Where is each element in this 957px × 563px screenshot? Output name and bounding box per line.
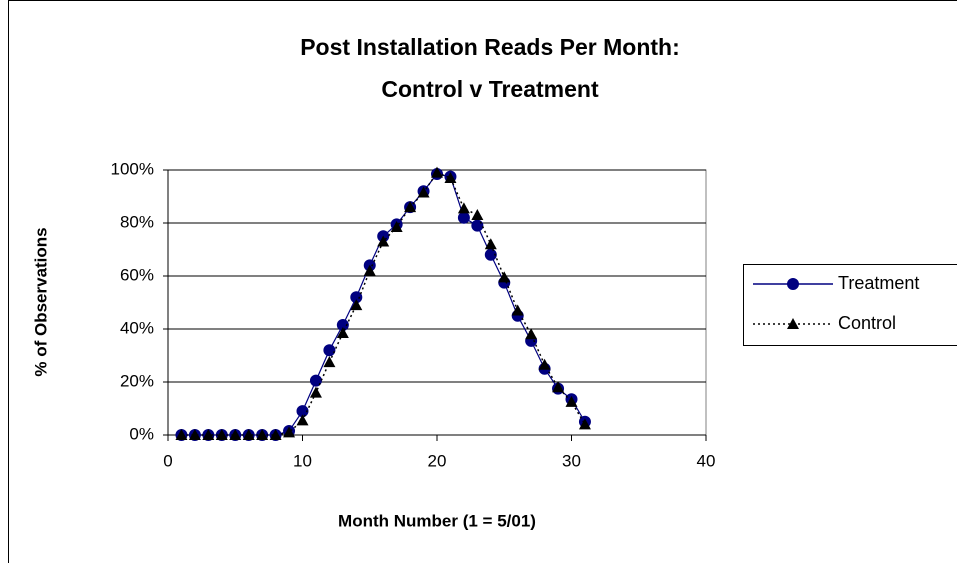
data-point <box>242 429 255 440</box>
y-tick-label: 20% <box>120 371 154 390</box>
data-point <box>484 238 497 250</box>
data-point <box>457 211 470 224</box>
data-point <box>511 304 524 316</box>
data-point <box>323 356 336 368</box>
data-point <box>484 248 497 261</box>
data-point <box>498 271 511 283</box>
y-axis-label: % of Observations <box>31 227 50 376</box>
y-tick-label: 40% <box>120 318 154 337</box>
data-point <box>283 426 296 438</box>
data-point <box>417 186 430 198</box>
x-tick-label: 40 <box>697 451 716 470</box>
legend-box <box>743 264 957 346</box>
data-point <box>390 220 403 232</box>
data-point <box>175 429 188 440</box>
data-point <box>444 171 457 183</box>
data-point <box>471 219 484 232</box>
x-axis-label: Month Number (1 = 5/01) <box>338 511 536 530</box>
x-tick-label: 0 <box>163 451 172 470</box>
data-point <box>525 328 538 340</box>
y-tick-label: 0% <box>129 424 154 443</box>
data-point <box>296 414 309 426</box>
data-point <box>377 235 390 247</box>
legend-label: Control <box>838 313 896 333</box>
chart-title: Control v Treatment <box>381 76 599 102</box>
data-point <box>457 202 470 214</box>
data-point <box>538 358 551 370</box>
data-point <box>202 429 215 440</box>
data-point <box>336 326 349 338</box>
plot-area <box>167 169 707 436</box>
data-point <box>350 299 363 311</box>
data-point <box>323 344 336 357</box>
data-point <box>188 429 201 440</box>
x-tick-label: 10 <box>293 451 312 470</box>
data-point <box>256 429 269 440</box>
y-tick-label: 100% <box>111 159 154 178</box>
x-tick-label: 30 <box>562 451 581 470</box>
data-point <box>552 381 565 393</box>
data-point <box>309 374 322 387</box>
data-point <box>229 429 242 440</box>
data-point <box>269 429 282 440</box>
y-tick-label: 80% <box>120 212 154 231</box>
legend-marker <box>787 318 799 329</box>
data-point <box>215 429 228 440</box>
data-point <box>309 386 322 398</box>
data-point <box>404 201 417 213</box>
y-tick-label: 60% <box>120 265 154 284</box>
data-point <box>363 264 376 276</box>
legend-marker <box>787 278 799 290</box>
x-tick-label: 20 <box>428 451 447 470</box>
data-point <box>565 395 578 407</box>
data-point <box>578 418 591 430</box>
legend-label: Treatment <box>838 273 919 293</box>
chart-title: Post Installation Reads Per Month: <box>300 34 680 60</box>
data-point <box>471 209 484 221</box>
data-point <box>431 166 443 178</box>
